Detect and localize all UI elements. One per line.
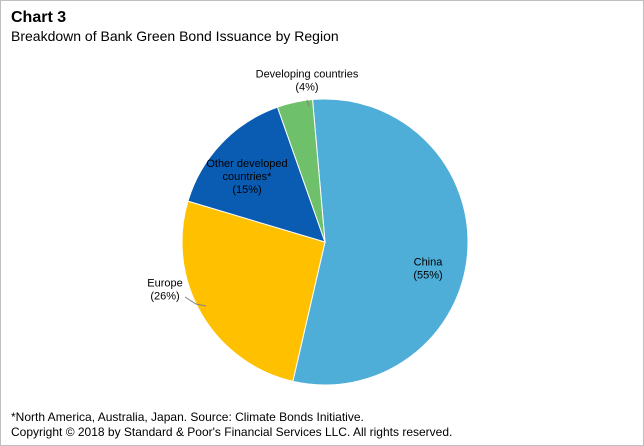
label-leader-lines: [184, 99, 310, 307]
pie-slice-other-developed: [187, 106, 326, 243]
leader-line-developing: [306, 99, 310, 107]
chart-title: Chart 3: [11, 9, 67, 26]
slice-label-china: China (55%): [413, 257, 443, 282]
slice-label-developing: Developing countries (4%): [256, 69, 359, 94]
slice-label-other-developed: Other developed countries* (15%): [206, 158, 287, 196]
pie-slice-china: [292, 98, 469, 386]
copyright-notice: Copyright © 2018 by Standard & Poor's Fi…: [11, 425, 453, 439]
chart-subtitle: Breakdown of Bank Green Bond Issuance by…: [11, 28, 339, 44]
slice-label-europe: Europe (26%): [147, 278, 182, 303]
pie-slices: [181, 98, 469, 386]
pie-slice-europe: [181, 200, 326, 382]
slice-labels: China (55%) Europe (26%) Other developed coun…: [147, 69, 443, 303]
pie-slice-developing: [276, 98, 326, 243]
leader-line-europe: [184, 296, 207, 307]
footnote: *North America, Australia, Japan. Source…: [11, 410, 364, 424]
